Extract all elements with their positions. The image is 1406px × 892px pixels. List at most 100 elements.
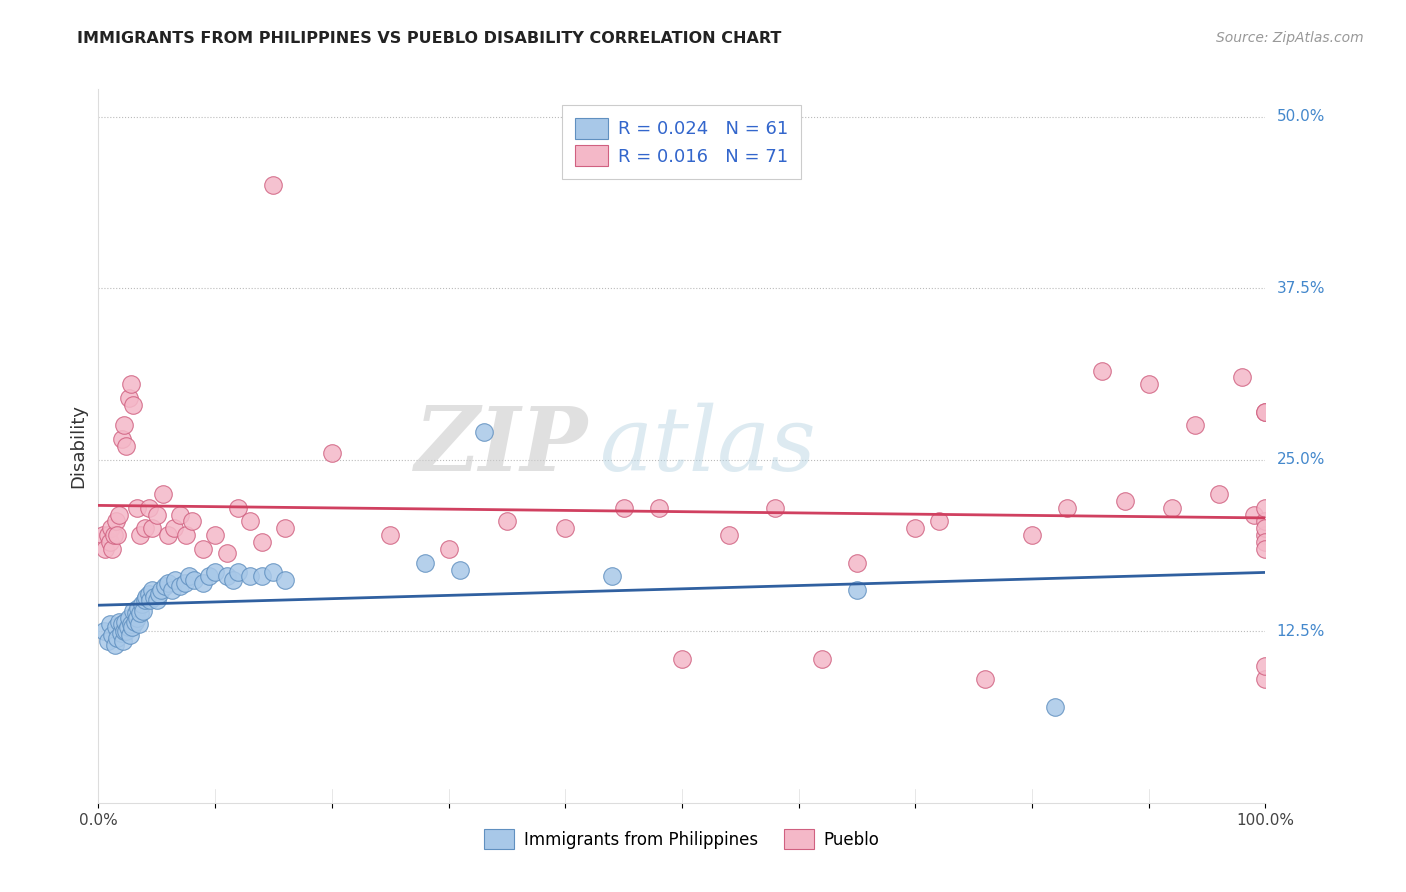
Point [135, 590, 157, 604]
Point [1254, 658, 1277, 673]
Point [250, 569, 273, 583]
Point [111, 617, 134, 632]
Point [1114, 494, 1136, 508]
Point [98, 617, 121, 632]
Point [115, 624, 138, 639]
Point [129, 607, 152, 621]
Point [118, 628, 141, 642]
Point [110, 625, 132, 640]
Point [496, 515, 519, 529]
Point [138, 500, 160, 515]
Point [198, 569, 221, 583]
Text: ZIP: ZIP [415, 403, 589, 489]
Point [146, 508, 169, 522]
Point [221, 574, 243, 588]
Point [974, 673, 997, 687]
Point [148, 587, 170, 601]
Point [125, 607, 148, 621]
Text: 25.0%: 25.0% [1277, 452, 1324, 467]
Point [97, 528, 120, 542]
Point [111, 432, 134, 446]
Point [600, 569, 623, 583]
Point [157, 576, 180, 591]
Point [111, 633, 134, 648]
Point [169, 508, 191, 522]
Point [1230, 370, 1253, 384]
Point [179, 569, 201, 583]
Point [1254, 541, 1277, 556]
Point [112, 418, 135, 433]
Point [134, 521, 156, 535]
Point [274, 521, 297, 535]
Point [131, 597, 153, 611]
Point [124, 615, 146, 629]
Point [105, 631, 128, 645]
Point [173, 576, 195, 591]
Point [94, 541, 117, 556]
Point [228, 566, 250, 580]
Point [180, 515, 202, 529]
Point [157, 528, 180, 542]
Point [1254, 673, 1277, 687]
Point [120, 377, 142, 392]
Point [122, 398, 145, 412]
Legend: Immigrants from Philippines, Pueblo: Immigrants from Philippines, Pueblo [474, 820, 890, 859]
Point [763, 500, 786, 515]
Point [380, 528, 402, 542]
Point [104, 620, 127, 634]
Point [262, 566, 284, 580]
Point [121, 620, 143, 634]
Point [152, 487, 174, 501]
Point [127, 601, 149, 615]
Point [239, 569, 262, 583]
Point [125, 610, 148, 624]
Point [118, 610, 141, 624]
Point [1045, 699, 1067, 714]
Point [1056, 500, 1078, 515]
Point [846, 556, 869, 570]
Point [811, 651, 834, 665]
Text: 12.5%: 12.5% [1277, 624, 1324, 639]
Point [122, 604, 145, 618]
Point [114, 615, 136, 629]
Point [1137, 377, 1160, 392]
Point [120, 617, 142, 632]
Point [1091, 363, 1114, 377]
Point [437, 541, 460, 556]
Point [449, 562, 471, 576]
Point [100, 521, 122, 535]
Point [129, 528, 152, 542]
Point [250, 535, 273, 549]
Point [153, 579, 176, 593]
Text: IMMIGRANTS FROM PHILIPPINES VS PUEBLO DISABILITY CORRELATION CHART: IMMIGRANTS FROM PHILIPPINES VS PUEBLO DI… [77, 31, 782, 46]
Point [150, 583, 173, 598]
Point [1254, 405, 1277, 419]
Point [1254, 515, 1277, 529]
Point [105, 528, 128, 542]
Point [138, 587, 160, 601]
Point [174, 528, 197, 542]
Point [104, 638, 127, 652]
Point [613, 500, 636, 515]
Point [146, 592, 169, 607]
Point [215, 546, 238, 560]
Point [103, 528, 125, 542]
Point [125, 500, 148, 515]
Point [228, 500, 250, 515]
Point [128, 617, 150, 632]
Point [1161, 500, 1184, 515]
Point [1254, 405, 1277, 419]
Point [717, 528, 740, 542]
Point [472, 425, 495, 440]
Point [647, 500, 669, 515]
Point [97, 633, 120, 648]
Point [139, 592, 162, 607]
Point [204, 566, 226, 580]
Point [1208, 487, 1230, 501]
Point [117, 620, 139, 634]
Point [274, 574, 297, 588]
Point [91, 528, 114, 542]
Point [104, 515, 127, 529]
Point [413, 556, 436, 570]
Point [98, 535, 121, 549]
